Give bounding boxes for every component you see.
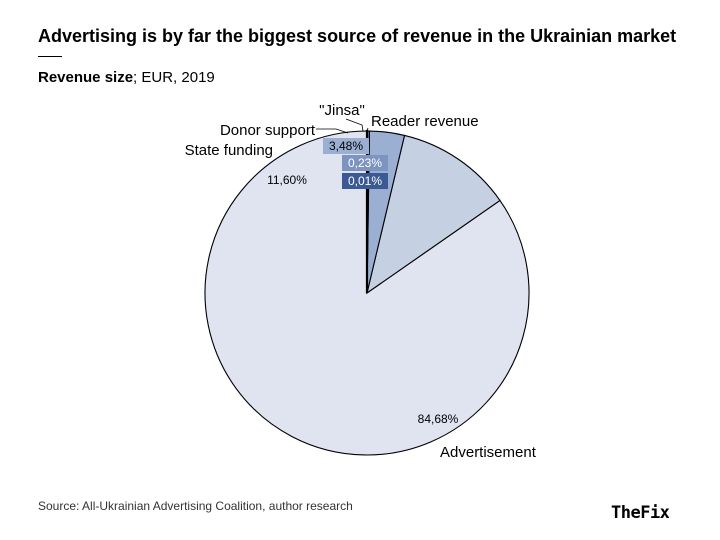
value-label-jinsa: 0,23% (348, 156, 382, 170)
brand-logo: TheFix (611, 503, 670, 523)
subtitle-bold: Revenue size (38, 69, 134, 86)
value-label-donor-support: 3,48% (329, 139, 363, 153)
chart-subtitle: Revenue size; EUR, 2019 (38, 69, 215, 86)
value-label-bg-jinsa (342, 155, 388, 171)
leader-line-donor-support (316, 128, 349, 134)
value-label-reader-revenue: 0,01% (348, 174, 382, 188)
value-label-bg-reader-revenue (342, 173, 388, 189)
category-label-jinsa: "Jinsa" (319, 102, 365, 119)
leader-line-reader-revenue (366, 127, 369, 132)
chart-title: Advertising is by far the biggest source… (38, 26, 677, 46)
category-label-donor-support: Donor support (220, 122, 316, 139)
source-note: Source: All-Ukrainian Advertising Coalit… (38, 499, 353, 513)
pie-slice-state-funding (366, 134, 501, 295)
value-label-state-funding: 11,60% (267, 173, 307, 187)
value-label-bg-donor-support (323, 138, 369, 154)
value-label-advertisement: 84,68% (418, 412, 459, 426)
leader-line-jinsa (345, 118, 364, 132)
category-label-advertisement: Advertisement (440, 444, 537, 461)
title-divider (38, 56, 62, 57)
category-label-reader-revenue: Reader revenue (371, 113, 479, 130)
subtitle-rest: ; EUR, 2019 (133, 69, 215, 86)
category-label-state-funding: State funding (185, 142, 273, 159)
